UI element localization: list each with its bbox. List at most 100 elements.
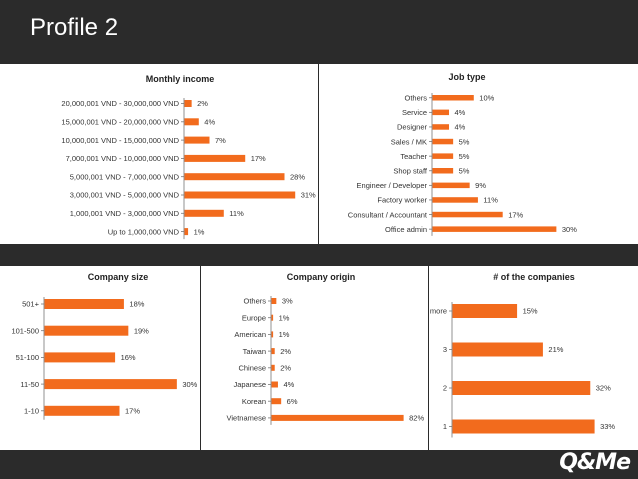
income-bar	[184, 136, 210, 144]
count-svg: # of the companies 4 and more 15% 3 21% 2 32% 1…	[429, 272, 615, 438]
size-bar	[44, 299, 124, 309]
origin-category-label: Europe	[242, 313, 266, 322]
income-bar	[184, 154, 246, 162]
size-category-label: 1-10	[24, 407, 39, 416]
size-svg: Company size 501+ 18% 101-500 19% 51-100 16% 11…	[11, 272, 198, 420]
job-value-label: 10%	[479, 93, 494, 102]
size-value-label: 30%	[182, 380, 197, 389]
origin-category-label: Japanese	[233, 380, 266, 389]
origin-value-label: 3%	[282, 297, 293, 306]
income-bar	[184, 209, 224, 217]
job-value-label: 30%	[562, 225, 577, 234]
count-value-label: 21%	[548, 345, 563, 354]
income-bar	[184, 228, 189, 236]
count-category-label: 2	[443, 384, 447, 393]
origin-category-label: Vietnamese	[227, 414, 266, 423]
origin-category-label: Taiwan	[243, 347, 266, 356]
origin-value-label: 1%	[279, 313, 290, 322]
income-category-label: 5,000,001 VND - 7,000,000 VND	[70, 172, 180, 181]
income-value-label: 17%	[251, 154, 266, 163]
income-category-label: 20,000,001 VND - 30,000,000 VND	[61, 99, 179, 108]
income-category-label: Up to 1,000,000 VND	[108, 227, 180, 236]
count-value-label: 15%	[523, 307, 538, 316]
origin-value-label: 2%	[280, 347, 291, 356]
origin-bar	[271, 381, 278, 388]
income-chart-title: Monthly income	[146, 74, 215, 84]
income-category-label: 1,000,001 VND - 3,000,000 VND	[70, 209, 180, 218]
job-value-label: 9%	[475, 181, 486, 190]
job-value-label: 4%	[455, 123, 466, 132]
job-category-label: Others	[404, 93, 427, 102]
origin-category-label: Others	[243, 297, 266, 306]
job-value-label: 4%	[455, 108, 466, 117]
income-category-label: 3,000,001 VND - 5,000,000 VND	[70, 191, 180, 200]
count-value-label: 32%	[596, 384, 611, 393]
size-value-label: 18%	[129, 300, 144, 309]
income-category-label: 7,000,001 VND - 10,000,000 VND	[66, 154, 180, 163]
count-category-label: 4 and more	[429, 307, 447, 316]
job-bar	[432, 153, 454, 159]
origin-value-label: 4%	[283, 380, 294, 389]
size-value-label: 17%	[125, 407, 140, 416]
origin-bar	[271, 414, 404, 421]
size-bar	[44, 352, 116, 363]
origin-bar	[271, 348, 275, 355]
job-bar	[432, 182, 470, 189]
size-bar	[44, 405, 120, 416]
job-bar	[432, 211, 503, 218]
count-bar	[452, 342, 543, 357]
count-category-label: 3	[443, 345, 447, 354]
job-svg: Job type Others 10% Service 4% Designer 4% Sale…	[348, 72, 577, 236]
income-bar	[184, 118, 199, 126]
job-category-label: Service	[402, 108, 427, 117]
origin-bar	[271, 398, 282, 405]
income-bar	[184, 191, 296, 199]
origin-bar	[271, 364, 275, 371]
origin-category-label: Korean	[242, 397, 266, 406]
size-chart-title: Company size	[88, 272, 149, 282]
size-category-label: 51-100	[16, 353, 39, 362]
income-svg: Monthly income 20,000,001 VND - 30,000,00…	[61, 74, 316, 240]
job-bar	[432, 168, 454, 174]
company-count-chart: # of the companies 4 and more 15% 3 21% 2 32% 1…	[429, 266, 638, 450]
income-value-label: 28%	[290, 172, 305, 181]
size-category-label: 101-500	[11, 326, 39, 335]
job-category-label: Factory worker	[377, 196, 427, 205]
origin-bar	[271, 314, 274, 321]
job-bar	[432, 109, 450, 116]
company-origin-chart: Company origin Others 3% Europe 1% American 1%…	[201, 266, 428, 450]
size-category-label: 11-50	[20, 380, 39, 389]
income-value-label: 2%	[197, 99, 208, 108]
job-value-label: 11%	[483, 196, 498, 205]
company-size-chart: Company size 501+ 18% 101-500 19% 51-100 16% 11…	[0, 266, 200, 450]
income-value-label: 1%	[194, 227, 205, 236]
income-value-label: 11%	[229, 209, 244, 218]
job-category-label: Shop staff	[393, 166, 428, 175]
origin-value-label: 82%	[409, 414, 424, 423]
income-value-label: 31%	[301, 191, 316, 200]
origin-category-label: Chinese	[238, 364, 266, 373]
job-bar	[432, 124, 450, 130]
job-chart-title: Job type	[448, 72, 485, 82]
job-bar	[432, 95, 474, 101]
size-bar	[44, 379, 177, 390]
job-category-label: Sales / MK	[391, 137, 427, 146]
origin-bar	[271, 298, 277, 304]
income-value-label: 7%	[215, 136, 226, 145]
job-value-label: 5%	[459, 152, 470, 161]
job-category-label: Consultant / Accountant	[348, 210, 428, 219]
size-value-label: 19%	[134, 326, 149, 335]
job-bar	[432, 226, 557, 232]
job-bar	[432, 197, 478, 203]
job-value-label: 17%	[508, 210, 523, 219]
job-bar	[432, 138, 454, 145]
count-bar	[452, 381, 591, 395]
job-value-label: 5%	[459, 166, 470, 175]
origin-value-label: 1%	[279, 330, 290, 339]
income-bar	[184, 173, 285, 181]
income-category-label: 15,000,001 VND - 20,000,000 VND	[61, 118, 179, 127]
job-category-label: Office admin	[385, 225, 427, 234]
income-category-label: 10,000,001 VND - 15,000,000 VND	[61, 136, 179, 145]
origin-category-label: American	[234, 330, 266, 339]
job-category-label: Teacher	[400, 152, 427, 161]
